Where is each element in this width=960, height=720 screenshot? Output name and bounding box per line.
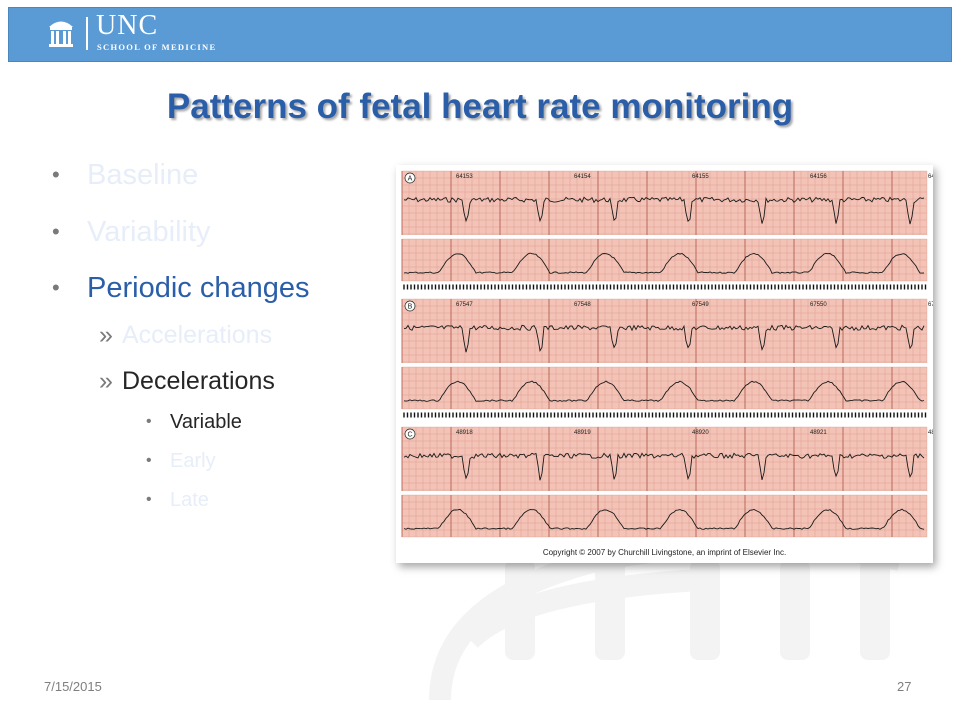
strip-number: 64154 bbox=[574, 174, 591, 180]
slide-title: Patterns of fetal heart rate monitoring bbox=[166, 87, 794, 126]
bullet-dot: • bbox=[146, 413, 152, 430]
footer-date: 7/15/2015 bbox=[44, 679, 102, 694]
strip-number: 67550 bbox=[810, 302, 827, 308]
bullet-text: Decelerations bbox=[122, 367, 275, 395]
bullet-chevron: » bbox=[99, 367, 113, 395]
footer-page-number: 27 bbox=[897, 679, 912, 694]
strip-major-grid bbox=[401, 299, 893, 363]
timeline-band bbox=[402, 283, 927, 291]
bullet-text: Variability bbox=[87, 216, 211, 248]
panel-label-circle bbox=[404, 300, 416, 312]
strip-major-grid bbox=[401, 367, 893, 409]
timeline-band bbox=[402, 411, 927, 419]
bullet-chevron: » bbox=[99, 321, 113, 349]
bullet-text: Baseline bbox=[87, 159, 199, 191]
tracing-strips: 64153 64154 64155 64156 64157 A 67547 67548 6754… bbox=[401, 170, 933, 538]
strip-number: 67547 bbox=[456, 302, 473, 308]
bullet-text: Accelerations bbox=[122, 321, 273, 349]
panel-label-circle bbox=[404, 172, 416, 184]
fhr-trace bbox=[403, 324, 925, 353]
strip-paper bbox=[402, 427, 927, 491]
timeline-ticks bbox=[403, 412, 927, 418]
strip-number: 48921 bbox=[810, 430, 827, 436]
timeline-ticks bbox=[403, 284, 927, 290]
uterine-trace bbox=[403, 252, 925, 274]
panel-label-circle bbox=[404, 428, 416, 440]
old-well-logo-icon bbox=[49, 21, 73, 47]
strip-number: 64156 bbox=[810, 174, 827, 180]
bullet-text: Late bbox=[170, 489, 209, 511]
strip-number: 64155 bbox=[692, 174, 709, 180]
uterine-trace bbox=[403, 508, 925, 530]
strip-major-grid bbox=[401, 171, 893, 235]
bullet-dot: • bbox=[52, 219, 60, 244]
panel-label: A bbox=[408, 176, 413, 183]
bullet-dot: • bbox=[52, 275, 60, 300]
logo-unc-text: UNC bbox=[96, 10, 159, 41]
strip-number: 64157 bbox=[928, 174, 933, 180]
strip-number: 48918 bbox=[456, 430, 473, 436]
fhr-trace bbox=[403, 196, 925, 225]
bullet-dot: • bbox=[146, 452, 152, 469]
header-bar bbox=[8, 7, 952, 62]
bullet-dot: • bbox=[146, 491, 152, 508]
uterine-trace bbox=[403, 380, 925, 402]
logo-divider bbox=[86, 17, 88, 50]
strip-major-grid bbox=[401, 427, 893, 491]
logo-school-text: SCHOOL OF MEDICINE bbox=[97, 42, 217, 52]
strip-paper bbox=[402, 299, 927, 363]
copyright-caption: Copyright © 2007 by Churchill Livingston… bbox=[542, 548, 787, 557]
panel-label: B bbox=[408, 304, 413, 311]
strip-number: 64153 bbox=[456, 174, 473, 180]
strip-major-grid bbox=[401, 239, 893, 281]
bullet-text: Periodic changes bbox=[87, 272, 310, 304]
strip-number: 48919 bbox=[574, 430, 591, 436]
strip-major-grid bbox=[401, 495, 893, 537]
strip-number: 48922 bbox=[928, 430, 933, 436]
strip-number: 67548 bbox=[574, 302, 591, 308]
strip-number: 48920 bbox=[692, 430, 709, 436]
fhr-trace bbox=[403, 452, 925, 481]
strip-paper bbox=[402, 171, 927, 235]
panel-label: C bbox=[407, 432, 412, 439]
fetal-monitor-tracing-image: 64153 64154 64155 64156 64157 A 67547 67548 6754… bbox=[396, 165, 933, 563]
bullet-dot: • bbox=[52, 162, 60, 187]
strip-number: 67551 bbox=[928, 302, 933, 308]
bullet-text: Early bbox=[170, 450, 216, 472]
bullet-text: Variable bbox=[170, 411, 242, 433]
strip-number: 67549 bbox=[692, 302, 709, 308]
